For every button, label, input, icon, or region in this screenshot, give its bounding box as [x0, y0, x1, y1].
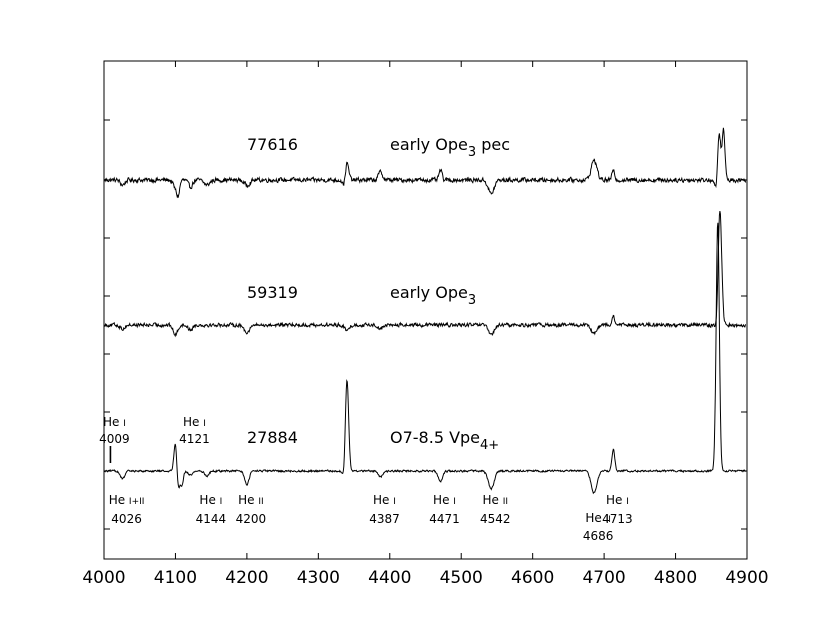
line-wavelength-label: 4686: [583, 529, 614, 543]
spectral-class-label: O7-8.5 Vpe4+: [390, 428, 499, 453]
star-id-label: 27884: [247, 428, 298, 447]
line-wavelength-label: 4144: [196, 512, 227, 526]
spectrum-line-77616: [104, 127, 747, 199]
spectral-class-label: early Ope3 pec: [390, 135, 510, 160]
x-tick-label: 4500: [440, 568, 483, 588]
line-ion-label: He II: [238, 493, 264, 507]
axis-ticks: 4000 4100 4200 4300 4400 4500 4600 4700 4800 4900: [82, 61, 769, 588]
line-wavelength-label: 4200: [236, 512, 267, 526]
line-ion-label: He I: [183, 415, 206, 429]
spectrum-line-59319: [104, 211, 747, 338]
star-labels: 77616 early Ope3 pec 59319 early Ope3 27884 O…: [247, 135, 510, 453]
line-wavelength-label: 4026: [111, 512, 142, 526]
line-wavelength-label: 4121: [179, 432, 210, 446]
x-tick-label: 4400: [368, 568, 411, 588]
line-wavelength-label: 4713: [602, 512, 633, 526]
line-ion-label: He II: [482, 493, 508, 507]
line-wavelength-label: 4387: [369, 512, 400, 526]
spectrum-line-27884: [104, 222, 747, 495]
line-ion-label: He I: [433, 493, 456, 507]
spectral-class-label: early Ope3: [390, 283, 476, 308]
x-tick-label: 4700: [582, 568, 625, 588]
line-ion-label: He I+II: [109, 493, 145, 507]
line-annotations: He I 4009 He I 4121 He I+II 4026 He I 4144 He II…: [99, 415, 633, 543]
x-tick-label: 4200: [225, 568, 268, 588]
plot-frame: [103, 60, 748, 560]
line-ion-label: He I: [606, 493, 629, 507]
x-tick-label: 4800: [654, 568, 697, 588]
x-tick-label: 4100: [154, 568, 197, 588]
line-wavelength-label: 4471: [429, 512, 460, 526]
star-id-label: 59319: [247, 283, 298, 302]
line-ion-label: He I: [103, 415, 126, 429]
spectra-series: [104, 127, 747, 495]
line-ion-label: He II: [585, 511, 611, 525]
x-tick-label: 4000: [82, 568, 125, 588]
x-tick-label: 4600: [511, 568, 554, 588]
x-tick-label: 4900: [725, 568, 768, 588]
line-wavelength-label: 4009: [99, 432, 130, 446]
star-id-label: 77616: [247, 135, 298, 154]
line-ion-label: He I: [373, 493, 396, 507]
line-wavelength-label: 4542: [480, 512, 511, 526]
line-ion-label: He I: [199, 493, 222, 507]
x-tick-label: 4300: [297, 568, 340, 588]
